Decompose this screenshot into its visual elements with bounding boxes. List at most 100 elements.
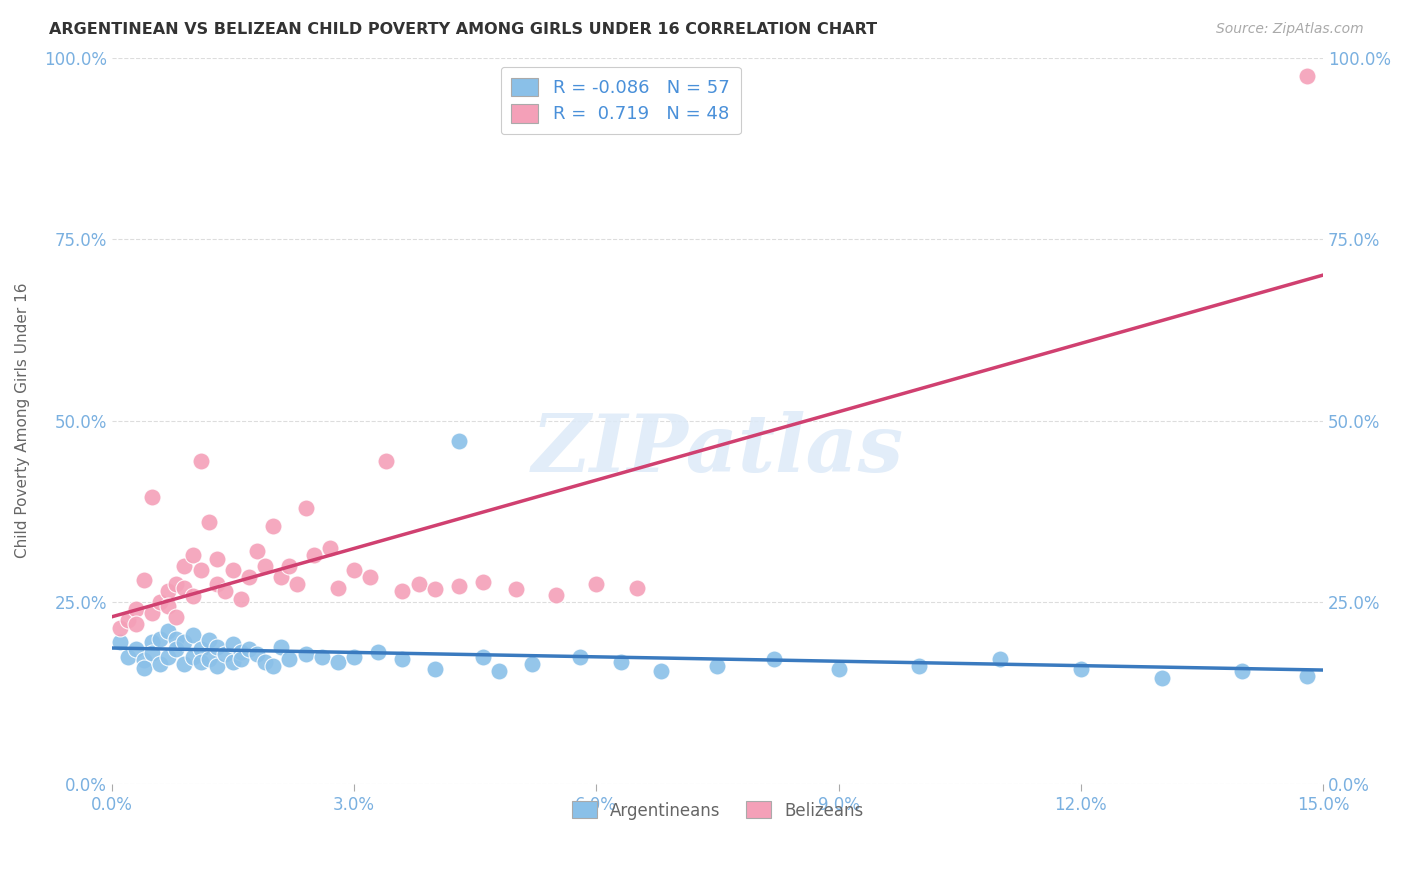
Point (569, 649, 592, 664)
Point (544, 588, 567, 602)
Point (447, 579, 470, 593)
Point (190, 642, 212, 657)
Point (165, 632, 187, 646)
Point (157, 584, 180, 599)
Point (278, 558, 301, 573)
Point (157, 624, 180, 639)
Point (254, 558, 277, 573)
Text: Source: ZipAtlas.com: Source: ZipAtlas.com (1216, 22, 1364, 37)
Point (423, 662, 446, 676)
Point (294, 500, 316, 515)
Point (367, 644, 389, 658)
Point (423, 582, 446, 596)
Point (311, 649, 333, 664)
Point (205, 659, 228, 673)
Point (205, 577, 228, 591)
Point (205, 551, 228, 566)
Point (125, 602, 148, 616)
Text: ZIPatlas: ZIPatlas (531, 411, 904, 489)
Point (149, 657, 172, 671)
Point (173, 635, 195, 649)
Point (520, 657, 543, 671)
Point (319, 541, 342, 555)
Point (391, 584, 413, 599)
Point (238, 570, 260, 584)
Point (108, 635, 131, 649)
Point (132, 574, 155, 588)
Point (173, 581, 195, 595)
Point (408, 577, 430, 591)
Point (391, 652, 413, 666)
Point (270, 570, 292, 584)
Point (197, 632, 219, 647)
Y-axis label: Child Poverty Among Girls Under 16: Child Poverty Among Girls Under 16 (15, 283, 30, 558)
Point (181, 649, 204, 664)
Point (1070, 662, 1092, 676)
Point (246, 648, 269, 662)
Legend: Argentineans, Belizeans: Argentineans, Belizeans (565, 795, 870, 826)
Point (762, 652, 785, 666)
Point (205, 640, 228, 655)
Point (472, 649, 495, 664)
Text: ARGENTINEAN VS BELIZEAN CHILD POVERTY AMONG GIRLS UNDER 16 CORRELATION CHART: ARGENTINEAN VS BELIZEAN CHILD POVERTY AM… (49, 22, 877, 37)
Point (141, 606, 163, 620)
Point (326, 655, 349, 669)
Point (229, 652, 252, 666)
Point (343, 649, 366, 664)
Point (294, 648, 316, 662)
Point (1296, 69, 1319, 83)
Point (254, 655, 277, 669)
Point (197, 652, 219, 666)
Point (165, 577, 187, 591)
Point (505, 582, 527, 596)
Point (141, 490, 163, 504)
Point (222, 563, 245, 577)
Point (190, 453, 212, 467)
Point (706, 659, 728, 673)
Point (302, 548, 325, 562)
Point (165, 642, 187, 657)
Point (125, 617, 148, 632)
Point (287, 577, 309, 591)
Point (270, 640, 292, 655)
Point (609, 655, 631, 669)
Point (343, 563, 366, 577)
Point (214, 584, 236, 599)
Point (278, 652, 301, 666)
Point (181, 628, 204, 642)
Point (229, 591, 252, 606)
Point (626, 581, 648, 595)
Point (262, 659, 284, 673)
Point (447, 434, 470, 448)
Point (908, 659, 931, 673)
Point (197, 516, 219, 530)
Point (132, 653, 155, 667)
Point (214, 648, 236, 662)
Point (173, 657, 195, 671)
Point (149, 595, 172, 609)
Point (1296, 669, 1319, 683)
Point (117, 649, 139, 664)
Point (359, 570, 381, 584)
Point (1232, 664, 1254, 678)
Point (988, 652, 1011, 666)
Point (472, 574, 495, 589)
Point (222, 637, 245, 651)
Point (173, 558, 195, 573)
Point (108, 621, 131, 635)
Point (238, 642, 260, 657)
Point (827, 662, 849, 676)
Point (375, 453, 398, 467)
Point (246, 544, 269, 558)
Point (181, 548, 204, 562)
Point (190, 563, 212, 577)
Point (165, 609, 187, 624)
Point (1150, 672, 1173, 686)
Point (326, 581, 349, 595)
Point (488, 664, 510, 678)
Point (262, 519, 284, 533)
Point (125, 642, 148, 657)
Point (229, 644, 252, 658)
Point (157, 599, 180, 613)
Point (222, 655, 245, 669)
